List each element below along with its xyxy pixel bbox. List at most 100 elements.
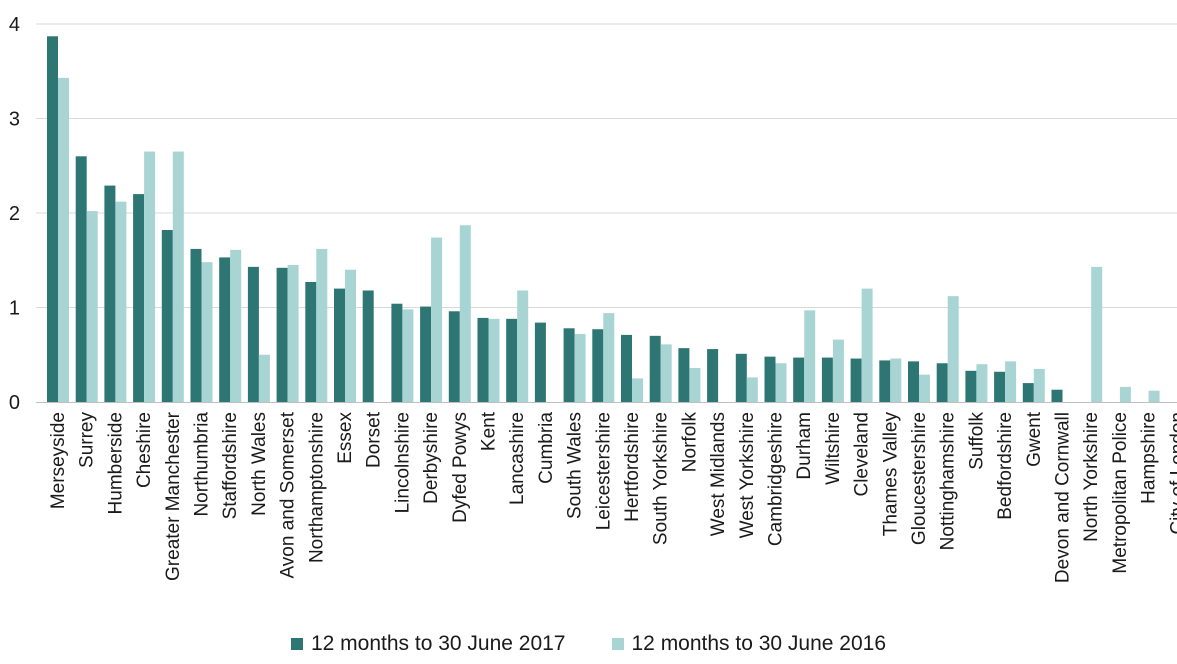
bar-2016 (144, 151, 156, 402)
bar-2017 (362, 290, 374, 402)
bar-2016 (632, 378, 643, 402)
x-tick-label: Nottinghamshire (938, 412, 959, 550)
bar-2017 (735, 353, 747, 402)
x-tick-label: Metropolitan Police (1110, 412, 1131, 574)
bar-2017 (305, 281, 317, 402)
bar-2016 (115, 201, 127, 402)
x-tick-label: Cumbria (536, 412, 557, 484)
bar-2016 (603, 313, 615, 402)
x-tick-label: North Wales (249, 412, 270, 516)
x-tick-label: Gwent (1024, 411, 1045, 467)
x-tick-label: Merseyside (48, 412, 69, 509)
bar-2017 (621, 334, 632, 402)
bar-2016 (316, 248, 328, 402)
x-tick-label: Lancashire (507, 412, 528, 505)
bar-2017 (1051, 389, 1063, 402)
legend-swatch-2016 (611, 638, 624, 650)
bar-2016 (746, 377, 758, 402)
bar-2017 (879, 360, 891, 402)
bar-2016 (172, 151, 184, 402)
x-tick-label: Durham (794, 412, 815, 480)
bar-2017 (994, 371, 1006, 402)
bar-2016 (488, 318, 500, 402)
x-tick-label: Hertfordshire (622, 412, 643, 522)
bar-2017 (592, 329, 604, 402)
x-tick-label: South Wales (565, 412, 586, 519)
bar-2017 (678, 348, 690, 402)
bar-2016 (689, 367, 701, 402)
legend-item-2017: 12 months to 30 June 2017 (290, 632, 566, 656)
bar-2017 (563, 328, 575, 402)
legend-item-2016: 12 months to 30 June 2016 (611, 632, 887, 656)
bar-2017 (821, 357, 833, 402)
bar-2017 (936, 363, 948, 402)
bar-2017 (793, 357, 805, 402)
x-tick-label: Northamptonshire (306, 412, 327, 563)
y-tick-label: 1 (9, 298, 20, 320)
x-tick-label: Greater Manchester (163, 411, 184, 581)
bar-2016 (459, 225, 471, 402)
bar-2017 (276, 267, 288, 402)
legend-label-2016: 12 months to 30 June 2016 (631, 632, 887, 655)
bar-2016 (431, 237, 443, 402)
x-tick-label: Avon and Somerset (278, 411, 299, 578)
bar-2017 (534, 322, 546, 402)
x-tick-label: Thames Valley (880, 412, 901, 537)
x-tick-label: Surrey (77, 412, 98, 468)
bar-2016 (402, 309, 414, 402)
bar-2017 (477, 317, 489, 402)
x-tick-label: Derbyshire (421, 412, 442, 504)
bar-2016 (287, 264, 299, 402)
x-tick-label: Leicestershire (593, 412, 614, 530)
bar-2017 (104, 185, 116, 402)
x-tick-label: Gloucestershire (909, 412, 930, 545)
x-tick-label: Cambridgeshire (766, 412, 787, 546)
bar-2017 (391, 303, 403, 402)
x-tick-label: Cleveland (852, 412, 873, 497)
x-tick-label: Bedfordshire (995, 412, 1016, 520)
bar-2017 (649, 335, 661, 402)
bar-2017 (850, 358, 862, 402)
bar-2016 (919, 374, 930, 402)
bar-2016 (230, 249, 242, 402)
bar-2016 (258, 354, 270, 402)
bar-2017 (448, 311, 460, 402)
x-tick-label: Essex (335, 412, 356, 464)
x-tick-label: West Yorkshire (737, 412, 758, 538)
x-tick-label: Humberside (105, 412, 126, 514)
bar-2016 (1091, 266, 1103, 402)
y-tick-label: 2 (9, 203, 20, 225)
x-tick-label: Wiltshire (823, 412, 844, 485)
x-tick-label: Staffordshire (220, 412, 241, 519)
x-tick-label: Northumbria (192, 412, 213, 517)
y-tick-label: 4 (9, 14, 20, 36)
bar-2016 (574, 333, 586, 402)
x-tick-label: Cheshire (134, 412, 155, 488)
bar-2016 (660, 344, 672, 402)
legend-swatch-2017 (290, 638, 303, 650)
x-tick-label: Hampshire (1139, 412, 1160, 504)
bar-2016 (832, 339, 844, 402)
bar-2016 (976, 364, 988, 402)
bar-2017 (219, 257, 231, 402)
bar-2016 (1033, 368, 1045, 402)
bar-2017 (1022, 383, 1034, 402)
x-tick-label: Dorset (364, 411, 385, 468)
x-tick-label: Kent (479, 411, 500, 451)
x-tick-label: Norfolk (679, 412, 700, 473)
x-tick-label: City of London (1167, 412, 1177, 535)
legend-label-2017: 12 months to 30 June 2017 (310, 632, 566, 655)
bar-2016 (1148, 390, 1160, 402)
bar-2016 (804, 310, 816, 402)
bar-2016 (861, 288, 873, 402)
bar-2017 (161, 230, 173, 402)
y-tick-label: 3 (9, 109, 20, 131)
bar-2016 (201, 262, 213, 402)
bar-2016 (947, 296, 959, 402)
x-tick-label: Lincolnshire (392, 412, 413, 513)
bar-2016 (1005, 361, 1017, 402)
bar-2016 (1119, 386, 1131, 402)
bar-2017 (133, 194, 145, 402)
